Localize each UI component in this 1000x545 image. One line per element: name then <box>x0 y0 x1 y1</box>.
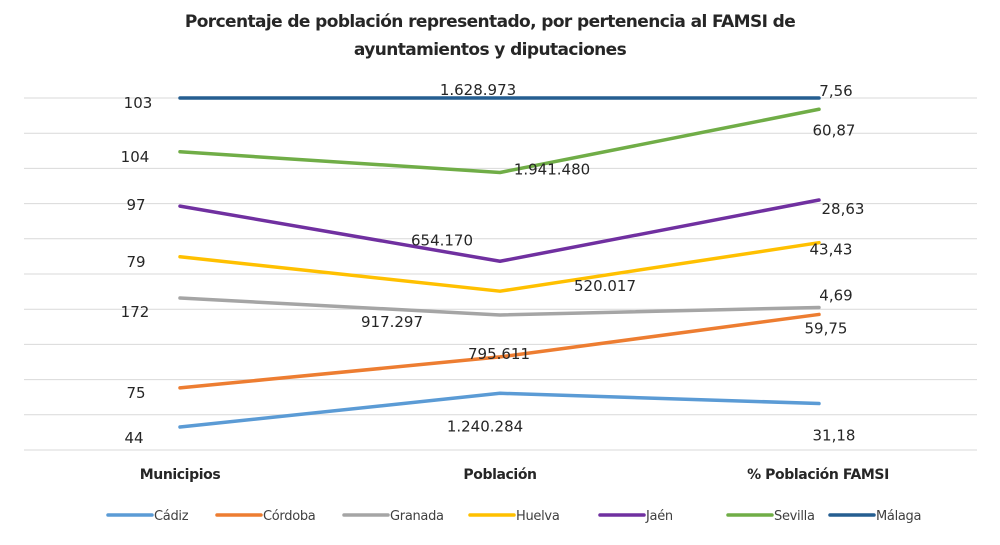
series-line-4 <box>178 198 821 264</box>
legend-item: Córdoba <box>215 509 316 524</box>
legend-item: Huelva <box>468 509 560 524</box>
data-label: 1.240.284 <box>447 417 523 435</box>
chart-title: Porcentaje de población representado, po… <box>185 12 796 60</box>
data-label: 654.170 <box>411 231 473 249</box>
x-tick-label: % Población FAMSI <box>747 467 889 483</box>
data-label: 59,75 <box>805 319 848 337</box>
legend-label: Córdoba <box>263 509 315 524</box>
data-label: 75 <box>126 384 145 402</box>
series-line-3 <box>178 240 821 293</box>
data-label: 4,69 <box>819 286 852 304</box>
legend-label: Málaga <box>876 509 921 524</box>
legend-item: Sevilla <box>726 509 815 524</box>
legend-label: Sevilla <box>774 509 815 524</box>
data-label: 520.017 <box>574 277 636 295</box>
x-tick-label: Municipios <box>140 467 221 483</box>
x-axis-category-labels: Municipios Población % Población FAMSI <box>140 467 890 483</box>
legend-label: Cádiz <box>154 509 189 524</box>
legend-label: Huelva <box>516 509 559 524</box>
data-label: 103 <box>124 94 153 112</box>
legend-item: Málaga <box>828 509 921 524</box>
data-label: 104 <box>121 148 150 166</box>
data-label: 1.941.480 <box>514 160 590 178</box>
legend-item: Granada <box>342 509 444 524</box>
x-tick-label: Población <box>463 467 536 483</box>
data-label: 97 <box>126 196 145 214</box>
data-label: 43,43 <box>810 241 853 259</box>
series-line-1 <box>178 312 821 390</box>
data-label: 44 <box>124 429 143 447</box>
gridlines <box>24 97 977 451</box>
legend-item: Jaén <box>598 509 673 524</box>
series-lines <box>178 96 821 429</box>
chart-title-line-1: Porcentaje de población representado, po… <box>185 12 795 32</box>
data-label: 60,87 <box>813 121 856 139</box>
series-line-5 <box>178 107 821 175</box>
data-label: 31,18 <box>813 427 856 445</box>
legend-item: Cádiz <box>106 509 189 524</box>
data-label: 7,56 <box>819 82 852 100</box>
data-label: 917.297 <box>361 313 423 331</box>
legend-label: Jaén <box>645 509 673 524</box>
data-label: 1.628.973 <box>440 81 516 99</box>
data-label: 28,63 <box>822 200 865 218</box>
legend-label: Granada <box>390 509 444 524</box>
legend: Cádiz Córdoba Granada Huelva Jaén Sevilla Mála… <box>106 509 921 524</box>
data-labels: 44 1.240.284 31,18 75 795.611 59,75 172 917.297… <box>121 81 865 447</box>
data-label: 172 <box>121 303 150 321</box>
series-line-2 <box>178 296 821 317</box>
chart-title-line-2: ayuntamientos y diputaciones <box>354 40 627 60</box>
data-label: 79 <box>126 253 145 271</box>
series-line-0 <box>178 391 821 429</box>
data-label: 795.611 <box>468 345 530 363</box>
